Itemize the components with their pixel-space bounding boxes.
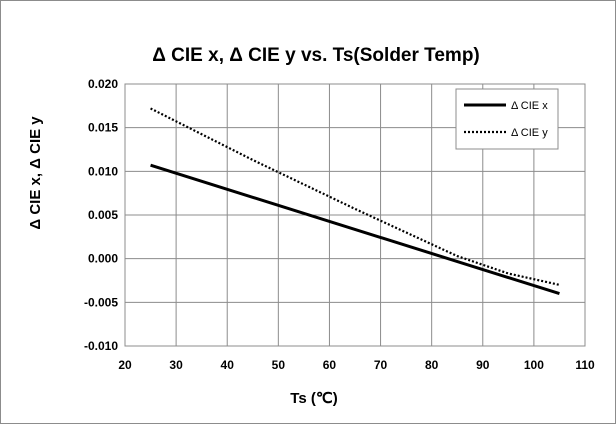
x-axis-title: Ts (℃): [290, 390, 337, 407]
y-tick-label: 0.020: [88, 77, 118, 91]
x-tick-label: 100: [524, 358, 544, 372]
x-tick-label: 90: [476, 358, 490, 372]
x-tick-label: 110: [575, 358, 595, 372]
x-tick-label: 40: [221, 358, 235, 372]
chart-title: Δ CIE x, Δ CIE y vs. Ts(Solder Temp): [152, 45, 480, 66]
series-layer: [150, 107, 560, 296]
x-axis-ticks: 20 30 40 50 60 70 80 90 100 110: [118, 358, 595, 372]
x-tick-label: 60: [323, 358, 337, 372]
legend-label: Δ CIE y: [511, 127, 548, 139]
y-tick-label: -0.005: [84, 295, 118, 309]
y-tick-label: -0.010: [84, 339, 118, 353]
x-tick-label: 30: [169, 358, 183, 372]
legend: Δ CIE x Δ CIE y: [455, 88, 559, 150]
y-axis-title: Δ CIE x, Δ CIE y: [27, 116, 44, 230]
y-tick-label: 0.005: [88, 208, 118, 222]
x-tick-label: 50: [272, 358, 286, 372]
x-tick-label: 20: [118, 358, 132, 372]
x-tick-label: 70: [374, 358, 388, 372]
y-tick-label: 0.010: [88, 164, 118, 178]
y-tick-label: 0.000: [88, 252, 118, 266]
legend-box: [455, 88, 559, 150]
series-line-delta-cie-x: [150, 163, 560, 296]
legend-label: Δ CIE x: [511, 100, 548, 112]
series-line-delta-cie-y: [150, 107, 560, 286]
y-tick-label: 0.015: [88, 121, 118, 135]
y-axis-ticks: 0.020 0.015 0.010 0.005 0.000 -0.005 -0.010: [84, 77, 118, 353]
x-tick-label: 80: [425, 358, 439, 372]
